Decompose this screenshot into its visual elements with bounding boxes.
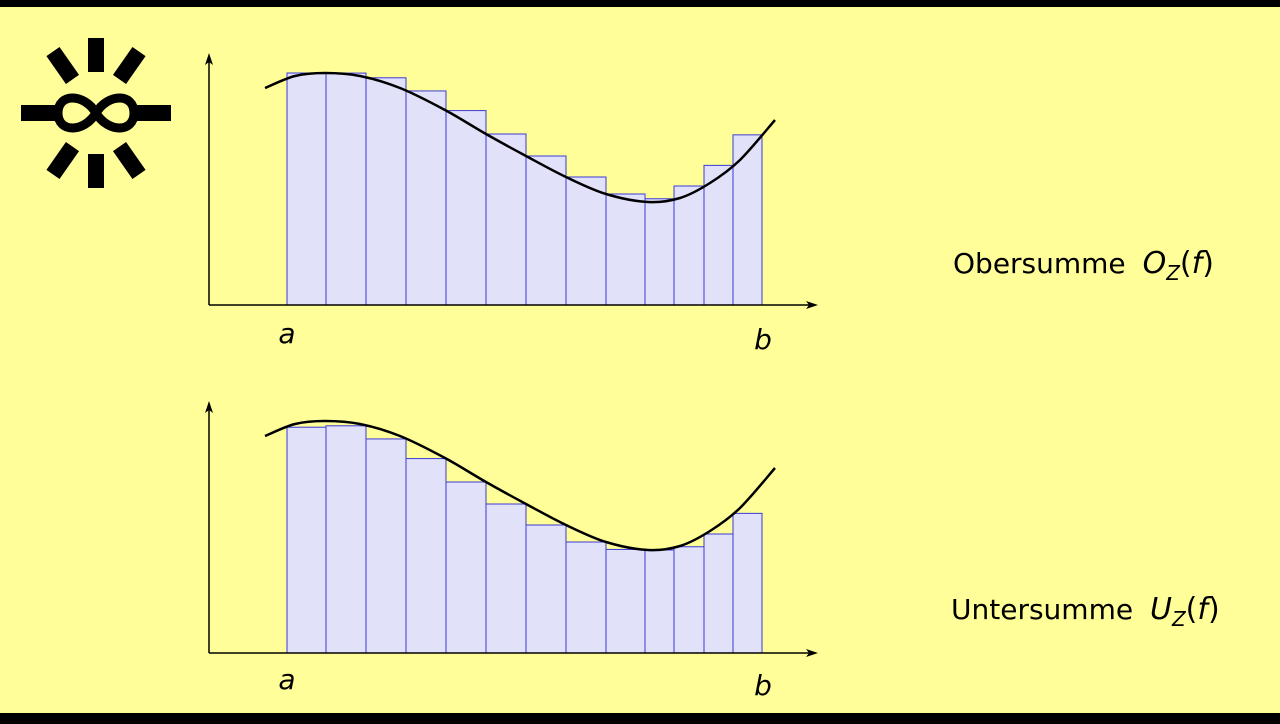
upper-sum-rectangle [286, 72, 327, 306]
lower-sum-label: Untersumme UZ(f) [951, 592, 1220, 631]
upper-sum-rectangle [365, 77, 407, 306]
lower-tick-b: b [754, 669, 772, 702]
lower-sum-rectangle [286, 426, 327, 654]
lower-sum-label-word: Untersumme [951, 593, 1133, 626]
lower-sum-rectangle [325, 425, 367, 654]
lower-sum-rectangle [365, 438, 407, 654]
upper-sum-diagram [205, 53, 818, 309]
lower-sum-function-curve [264, 419, 776, 552]
lower-sum-rectangle [525, 524, 567, 654]
lower-sum-y-axis-arrow-icon [205, 401, 213, 413]
lower-sum-symbol: U [1150, 592, 1172, 627]
lower-sum-rectangle [673, 546, 705, 654]
lower-sum-rectangle [565, 541, 607, 654]
upper-sum-rectangle [732, 134, 763, 306]
lower-sum-rectangle [703, 533, 734, 654]
lower-sum-rectangle [605, 548, 646, 654]
upper-sum-symbol: O [1143, 246, 1167, 281]
upper-sum-function-curve [264, 71, 776, 204]
upper-sum-label-word: Obersumme [953, 247, 1126, 280]
lower-sum-x-axis-arrow-icon [806, 649, 818, 657]
upper-sum-rectangle [445, 110, 487, 306]
upper-sum-paren-close: ) [1202, 246, 1214, 281]
upper-sum-rectangle [565, 176, 607, 306]
upper-sum-rectangle [703, 164, 734, 306]
lower-tick-a: a [278, 663, 295, 696]
upper-sum-x-axis-arrow-icon [806, 301, 818, 309]
upper-sum-rectangle [605, 193, 646, 306]
upper-sum-label: Obersumme OZ(f) [953, 246, 1214, 285]
upper-tick-b: b [754, 323, 772, 356]
lower-sum-rectangle [405, 458, 447, 654]
upper-sum-y-axis-arrow-icon [205, 53, 213, 65]
upper-sum-paren-open: ( [1180, 246, 1192, 281]
lower-sum-paren-open: ( [1186, 592, 1198, 627]
lower-sum-rectangle [732, 512, 763, 654]
lower-sum-rectangle [644, 549, 675, 654]
lower-sum-rectangle [485, 503, 527, 654]
lower-sum-paren-close: ) [1208, 592, 1220, 627]
upper-sum-rectangle [405, 90, 447, 306]
lower-sum-diagram [205, 401, 818, 657]
sun-infinity-logo-icon [21, 38, 171, 188]
upper-sum-subscript: Z [1165, 261, 1181, 285]
upper-sum-rectangle [673, 185, 705, 306]
lower-sum-subscript: Z [1171, 607, 1187, 631]
upper-tick-a: a [278, 317, 295, 350]
upper-sum-rectangle [525, 155, 567, 306]
upper-sum-rectangle [644, 198, 675, 306]
upper-sum-rectangle [325, 72, 367, 306]
lower-sum-rectangle [445, 481, 487, 654]
upper-sum-rectangle [485, 133, 527, 306]
